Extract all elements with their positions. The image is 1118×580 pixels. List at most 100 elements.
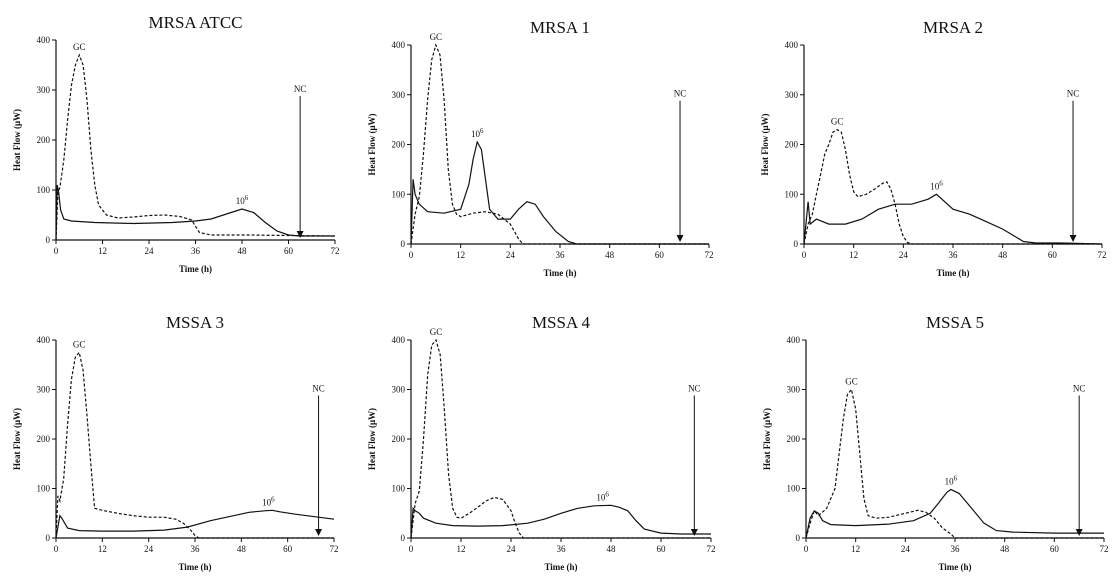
y-tick-label: 200: [37, 434, 51, 444]
series-line-dashed: [803, 128, 1102, 245]
series-line-dashed: [55, 351, 334, 539]
x-tick-label: 48: [607, 544, 617, 554]
x-tick-label: 72: [705, 250, 714, 260]
chart-panel-mrsa-atcc: MRSA ATCC 0 100 200 300 400 0 12 24 36 48 60 72 Time …: [0, 0, 372, 290]
series-line-solid: [55, 509, 335, 539]
x-tick-label: 24: [899, 250, 909, 260]
y-tick-label: 0: [401, 239, 406, 249]
annotation-dose: 106: [236, 194, 249, 206]
axis-lines: [410, 340, 711, 539]
chart-panel-mssa-5: MSSA 5 0 100 200 300 400 0 12 24 36 48 60 72 Time (h)…: [746, 290, 1118, 580]
series-line-dashed: [410, 43, 709, 245]
annotation-nc: NC: [294, 84, 307, 94]
series-line-dashed: [55, 53, 336, 241]
nc-arrow-head: [676, 235, 684, 242]
annotation-dose: 106: [262, 495, 275, 507]
x-axis-label: Time (h): [936, 268, 969, 278]
series-line-solid: [803, 193, 1103, 245]
axis-lines: [410, 45, 709, 245]
nc-arrow-head: [1069, 235, 1077, 242]
y-tick-label: 300: [785, 90, 799, 100]
x-tick-label: 60: [1050, 544, 1060, 554]
x-tick-label: 12: [98, 544, 107, 554]
y-tick-label: 200: [787, 434, 801, 444]
annotation-superscript: 6: [480, 127, 484, 135]
nc-arrow-head: [690, 529, 698, 536]
x-tick-label: 48: [238, 246, 248, 256]
nc-arrow-head: [1075, 529, 1083, 536]
x-tick-label: 36: [191, 246, 201, 256]
y-axis-label: Heat Flow (μW): [760, 113, 770, 175]
chart-panel-mrsa-1: MRSA 1 0 100 200 300 400 0 12 24 36 48 60 72 Time (h)…: [367, 0, 745, 290]
y-tick-label: 300: [37, 385, 51, 395]
annotation-gc: GC: [845, 377, 858, 387]
y-tick-label: 100: [785, 189, 799, 199]
chart-svg: MSSA 4 0 100 200 300 400 0 12 24 36 48 60 72 Time (h)…: [367, 313, 716, 572]
x-tick-label: 0: [804, 544, 809, 554]
series-line-dashed: [805, 388, 1104, 539]
chart-panel-mssa-3: MSSA 3 0 100 200 300 400 0 12 24 36 48 60 72 Time (h)…: [0, 290, 372, 580]
axis-lines: [803, 45, 1102, 245]
chart-svg: MSSA 5 0 100 200 300 400 0 12 24 36 48 60 72 Time (h)…: [762, 313, 1109, 572]
x-tick-label: 0: [409, 250, 414, 260]
series-line-dashed: [410, 338, 711, 539]
y-axis-label: Heat Flow (μW): [367, 113, 377, 175]
annotation-nc: NC: [688, 383, 701, 393]
x-tick-label: 60: [284, 246, 294, 256]
x-tick-label: 72: [331, 246, 340, 256]
annotation-nc: NC: [312, 383, 325, 393]
x-tick-label: 60: [283, 544, 293, 554]
annotation-dose: 106: [471, 127, 484, 139]
y-tick-label: 400: [37, 35, 51, 45]
x-axis-label: Time (h): [179, 264, 212, 274]
y-tick-label: 400: [392, 40, 406, 50]
y-axis-label: Heat Flow (μW): [367, 408, 377, 470]
y-tick-label: 0: [46, 533, 51, 543]
x-tick-label: 36: [949, 250, 959, 260]
x-tick-label: 72: [707, 544, 716, 554]
annotation-gc: GC: [73, 339, 86, 349]
annotation-superscript: 6: [954, 474, 958, 482]
y-tick-label: 100: [37, 484, 51, 494]
x-tick-label: 72: [1100, 544, 1109, 554]
chart-title: MSSA 3: [166, 313, 224, 332]
x-tick-label: 48: [1000, 544, 1010, 554]
annotation-gc: GC: [73, 42, 86, 52]
y-axis-label: Heat Flow (μW): [762, 408, 772, 470]
y-tick-label: 100: [787, 484, 801, 494]
y-tick-label: 100: [37, 185, 51, 195]
x-tick-label: 24: [506, 250, 516, 260]
x-tick-label: 72: [330, 544, 339, 554]
x-axis-label: Time (h): [543, 268, 576, 278]
y-tick-label: 100: [392, 484, 406, 494]
annotation-nc: NC: [1067, 89, 1080, 99]
x-tick-label: 48: [237, 544, 247, 554]
y-tick-label: 200: [37, 135, 51, 145]
x-tick-label: 12: [98, 246, 107, 256]
y-tick-label: 200: [392, 434, 406, 444]
x-tick-label: 72: [1098, 250, 1107, 260]
chart-panel-mssa-4: MSSA 4 0 100 200 300 400 0 12 24 36 48 60 72 Time (h)…: [367, 290, 745, 580]
axis-lines: [55, 40, 335, 241]
chart-title: MRSA 2: [923, 18, 983, 37]
series-line-solid: [410, 504, 711, 539]
x-tick-label: 24: [507, 544, 517, 554]
x-axis-label: Time (h): [544, 562, 577, 572]
x-tick-label: 36: [557, 544, 567, 554]
annotation-gc: GC: [430, 327, 443, 337]
x-tick-label: 12: [849, 250, 858, 260]
annotation-gc: GC: [831, 117, 844, 127]
chart-panel-mrsa-2: MRSA 2 0 100 200 300 400 0 12 24 36 48 60 72 Time (h)…: [746, 0, 1118, 290]
annotation-nc: NC: [1073, 383, 1086, 393]
y-axis-label: Heat Flow (μW): [12, 109, 22, 171]
x-tick-label: 12: [456, 250, 465, 260]
x-tick-label: 36: [556, 250, 566, 260]
annotation-superscript: 6: [939, 179, 943, 187]
x-axis-label: Time (h): [938, 562, 971, 572]
y-tick-label: 300: [392, 385, 406, 395]
series-line-solid: [410, 140, 709, 245]
axis-lines: [805, 340, 1104, 539]
y-tick-label: 300: [392, 90, 406, 100]
y-tick-label: 400: [37, 335, 51, 345]
nc-arrow-head: [296, 231, 304, 238]
